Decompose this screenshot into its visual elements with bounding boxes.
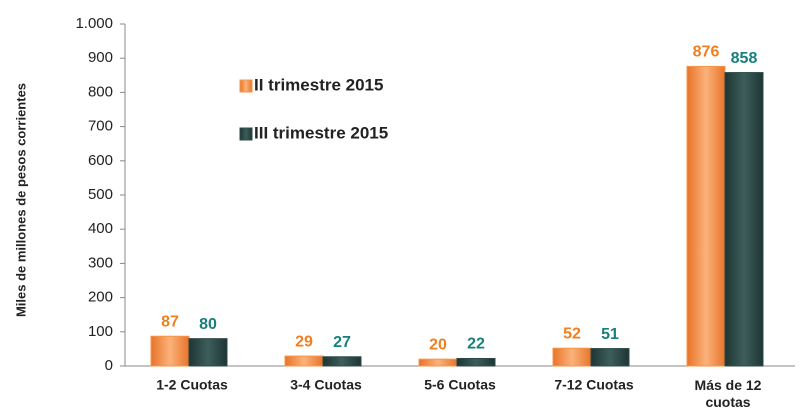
y-tick-label: 300 <box>88 254 113 271</box>
bar <box>188 338 228 367</box>
bar <box>724 72 764 367</box>
x-tick-label: 5-6 Cuotas <box>424 377 496 393</box>
y-tick-label: 900 <box>88 49 113 66</box>
bar <box>150 335 190 367</box>
bar <box>590 348 630 367</box>
y-tick-label: 200 <box>88 289 113 306</box>
bar <box>322 356 362 367</box>
legend-swatch <box>239 79 253 93</box>
value-label: 22 <box>467 336 485 353</box>
value-label: 858 <box>731 50 758 67</box>
legend-label: III trimestre 2015 <box>254 123 388 142</box>
x-tick-label: 3-4 Cuotas <box>290 377 362 393</box>
value-label: 52 <box>563 325 581 342</box>
legend-label: II trimestre 2015 <box>254 75 383 94</box>
bar <box>418 358 458 367</box>
y-tick-label: 400 <box>88 220 113 237</box>
value-label: 20 <box>429 336 447 353</box>
x-tick-label: Más de 12 cuotas <box>695 377 762 410</box>
y-tick-label: 600 <box>88 152 113 169</box>
x-tick-label: 7-12 Cuotas <box>554 377 634 393</box>
value-label: 80 <box>199 316 217 333</box>
value-label: 87 <box>161 313 179 330</box>
bar <box>552 347 592 367</box>
y-tick-label: 1.000 <box>75 15 113 32</box>
y-tick-label: 800 <box>88 83 113 100</box>
bar <box>456 357 496 367</box>
legend-swatch <box>239 127 253 141</box>
value-label: 29 <box>295 333 313 350</box>
y-tick-label: 500 <box>88 186 113 203</box>
bar <box>284 355 324 367</box>
bar <box>686 65 726 367</box>
value-label: 27 <box>333 334 351 351</box>
value-label: 51 <box>601 326 619 343</box>
y-tick-label: 0 <box>105 357 113 374</box>
x-tick-label-line: cuotas <box>705 394 750 410</box>
x-tick-label: 1-2 Cuotas <box>156 377 228 393</box>
value-label: 876 <box>693 44 720 61</box>
y-axis-label: Miles de millones de pesos corrientes <box>13 83 28 317</box>
x-tick-label-line: Más de 12 <box>695 377 762 393</box>
y-tick-label: 700 <box>88 118 113 135</box>
y-tick-label: 100 <box>88 323 113 340</box>
